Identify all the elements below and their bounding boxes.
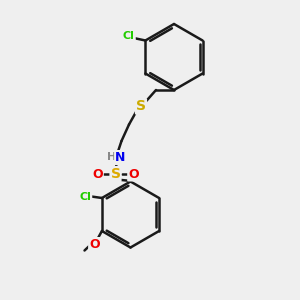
Text: Cl: Cl [80, 191, 92, 202]
Text: S: S [110, 167, 121, 181]
Text: Cl: Cl [123, 31, 135, 41]
Text: O: O [89, 238, 100, 251]
Text: H: H [107, 152, 116, 162]
Text: S: S [136, 100, 146, 113]
Text: O: O [92, 167, 103, 181]
Text: O: O [128, 167, 139, 181]
Text: N: N [115, 151, 125, 164]
